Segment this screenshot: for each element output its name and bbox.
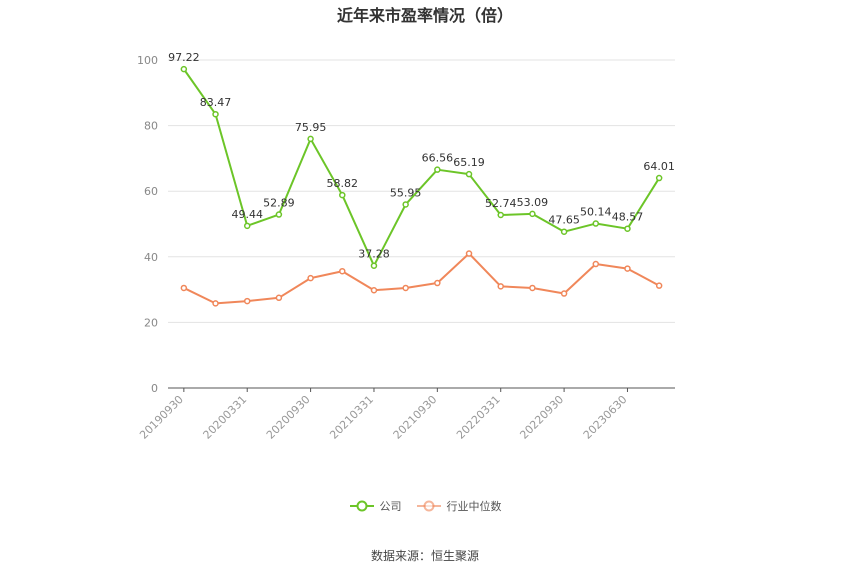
company-point [560,228,568,235]
company-point [655,174,663,182]
industry-point [180,284,188,292]
company-point [624,225,631,232]
y-tick-label: 20 [144,316,158,329]
company-point [243,222,251,230]
company-point [434,166,441,173]
data-label: 47.65 [548,214,580,227]
grid [168,59,675,323]
industry-point [402,284,409,292]
company-point [307,135,314,143]
x-tick-label: 20190930 [137,393,186,442]
industry-point [212,300,219,307]
company-point [592,220,600,227]
x-tick-label: 20210930 [391,393,440,442]
legend: 公司 行业中位数 [0,498,850,514]
x-tick-label: 20200331 [201,393,250,442]
data-label: 75.95 [295,121,327,134]
company-point [275,211,283,218]
industry-median-line [183,252,660,305]
data-label: 97.22 [168,51,200,64]
legend-label-company: 公司 [379,500,402,513]
y-tick-label: 60 [144,185,158,198]
company-pe-line [183,68,661,267]
y-tick-label: 40 [144,251,158,264]
company-point [370,262,378,269]
y-tick-label: 80 [144,120,158,133]
industry-point [243,297,251,305]
industry-point [560,290,568,297]
industry-point [275,294,283,302]
legend-marker-company [349,500,374,512]
data-label: 52.89 [263,197,295,210]
chart-title: 近年来市盈率情况（倍） [336,6,513,25]
x-tick-label: 20220331 [454,393,503,442]
y-tick-label: 0 [151,382,158,395]
data-label: 52.74 [485,197,517,210]
data-label: 48.57 [612,211,644,224]
company-point [529,210,536,218]
x-tick-label: 20220930 [517,393,566,442]
x-tick-label: 20210331 [327,393,376,442]
industry-point [655,282,663,289]
data-label: 50.14 [580,206,612,219]
data-label: 55.95 [390,186,422,199]
industry-point [624,265,631,272]
legend-label-industry-median: 行业中位数 [446,500,502,513]
company-point [212,110,219,118]
data-label: 65.19 [453,156,485,169]
legend-item-company[interactable]: 公司 [349,498,402,514]
data-label: 64.01 [643,160,675,173]
data-label: 83.47 [200,96,232,109]
company-point [339,191,346,199]
data-label: 53.09 [517,196,549,209]
data-label: 37.28 [358,248,390,261]
industry-point [370,287,378,294]
series-layer [180,65,663,307]
company-point [497,211,504,219]
data-label: 58.82 [327,177,359,190]
company-point [180,65,188,73]
industry-point [465,250,473,257]
y-tick-label: 100 [137,54,158,67]
industry-point [307,274,314,282]
x-tick-label: 20230630 [581,393,630,442]
industry-point [592,260,600,268]
data-label: 49.44 [231,208,263,221]
company-point [402,201,409,208]
x-tick-label: 20200930 [264,393,313,442]
industry-point [434,279,441,287]
legend-marker-industry-median [416,500,441,512]
industry-point [497,283,504,290]
data-label: 66.56 [422,152,454,165]
source-note: 数据来源：恒生聚源 [370,549,479,563]
legend-item-industry-median[interactable]: 行业中位数 [416,498,502,514]
industry-point [339,267,346,275]
company-point [465,170,473,178]
industry-point [529,284,536,292]
